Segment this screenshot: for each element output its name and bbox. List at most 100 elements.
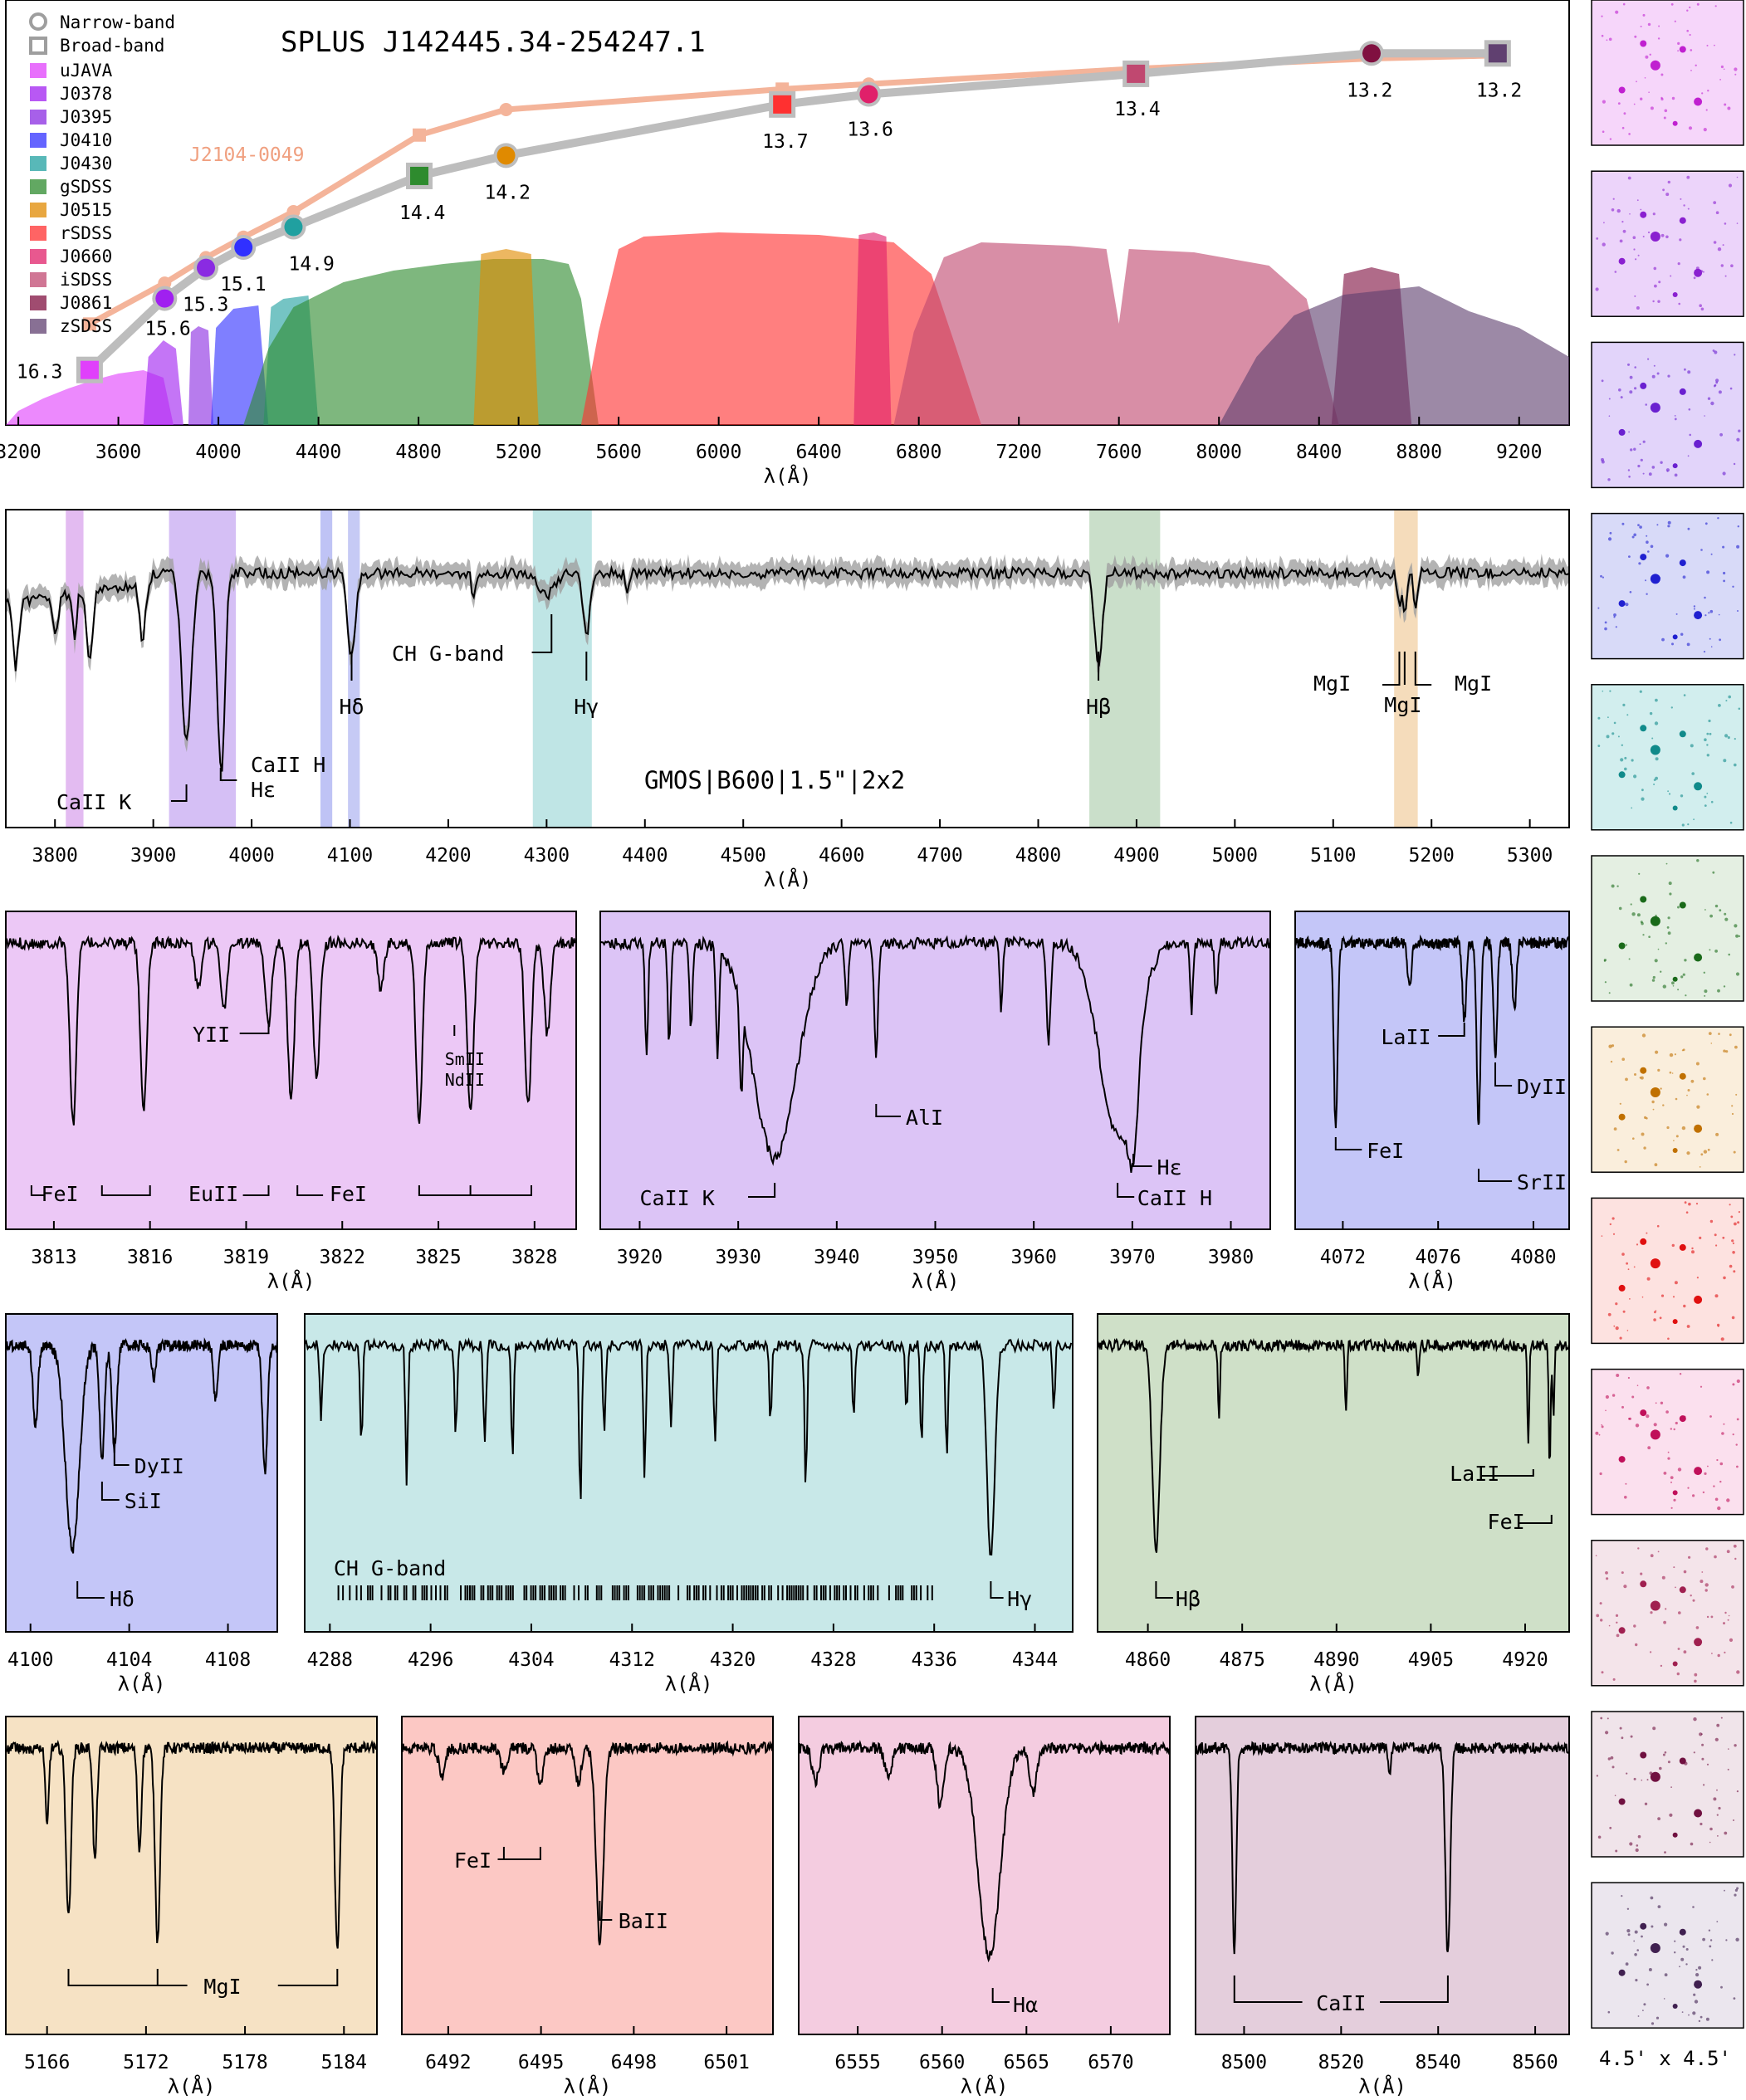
star xyxy=(1635,258,1637,261)
star xyxy=(1724,917,1729,921)
star xyxy=(1673,1140,1675,1141)
star xyxy=(1717,1653,1720,1658)
line-label: Hγ xyxy=(1007,1587,1032,1611)
star xyxy=(1703,128,1707,132)
star xyxy=(1675,1097,1678,1101)
photometry-points: 16.3 15.6 15.315.1 14.9 14.4 14.2 13.7 13.6 13.4… xyxy=(17,40,1522,383)
star xyxy=(1643,2003,1646,2006)
star xyxy=(1710,553,1713,555)
star xyxy=(1663,116,1666,120)
line-identifications: CaII K CaII HHε Hδ CH G-band Hγ Hβ MgI MgI MgI xyxy=(56,614,1492,814)
star xyxy=(1619,1102,1621,1105)
reference-point xyxy=(499,102,513,116)
legend-swatch xyxy=(30,86,46,101)
bright-star xyxy=(1618,1284,1626,1292)
star xyxy=(1698,1966,1702,1970)
star xyxy=(1656,2016,1660,2019)
star xyxy=(1732,585,1734,588)
star xyxy=(1709,914,1714,918)
magnitude-label: 13.7 xyxy=(762,131,808,153)
star xyxy=(1722,545,1725,549)
x-tick-label: 6000 xyxy=(696,442,741,463)
star xyxy=(1728,183,1733,188)
highlight-region xyxy=(169,510,237,828)
star xyxy=(1687,1089,1690,1092)
overview-frame xyxy=(5,509,1570,828)
star xyxy=(1704,415,1705,417)
x-tick-label: 3900 xyxy=(130,845,176,867)
star xyxy=(1652,212,1656,216)
bright-star xyxy=(1618,600,1626,608)
bright-star xyxy=(1650,916,1660,926)
star xyxy=(1601,1424,1602,1426)
thumbnail-j0410 xyxy=(1591,512,1744,660)
star xyxy=(1596,1614,1600,1618)
star xyxy=(1626,1929,1631,1933)
star xyxy=(1659,1766,1662,1770)
bright-star xyxy=(1650,745,1660,755)
star xyxy=(1661,637,1665,642)
star xyxy=(1674,1053,1676,1056)
photometry-point-j0430 xyxy=(284,217,303,237)
star xyxy=(1690,1595,1692,1597)
x-tick-label: 6492 xyxy=(425,2052,471,2073)
bright-star xyxy=(1679,1415,1686,1423)
star xyxy=(1702,1491,1705,1494)
x-tick-label: 3930 xyxy=(715,1247,761,1268)
star xyxy=(1706,1763,1709,1765)
star xyxy=(1682,973,1685,976)
star xyxy=(1626,1907,1630,1910)
star xyxy=(1664,1751,1667,1754)
star xyxy=(1616,1374,1620,1377)
star xyxy=(1693,1717,1697,1722)
star xyxy=(1633,774,1637,779)
star xyxy=(1700,1580,1704,1584)
star xyxy=(1637,1547,1640,1550)
star xyxy=(1626,1330,1629,1331)
star xyxy=(1654,1311,1656,1314)
star xyxy=(1690,1079,1695,1083)
line-label: MgI xyxy=(1455,672,1492,696)
star xyxy=(1647,231,1651,234)
x-axis-label: λ(Å) xyxy=(168,2074,216,2098)
bright-star xyxy=(1694,1638,1703,1647)
star xyxy=(1728,1614,1730,1617)
star xyxy=(1683,1650,1687,1654)
thumbnail-frame xyxy=(1591,1368,1744,1516)
star xyxy=(1654,959,1658,963)
star xyxy=(1659,1316,1662,1320)
panel-frame xyxy=(304,1313,1074,1633)
label-connector xyxy=(30,1185,45,1196)
star xyxy=(1736,1790,1739,1793)
star xyxy=(1718,1806,1721,1810)
star xyxy=(1642,236,1645,237)
x-tick-label: 4400 xyxy=(622,845,668,867)
x-tick-label: 3828 xyxy=(511,1247,557,1268)
bright-star xyxy=(1640,554,1647,561)
x-tick-label: 6800 xyxy=(896,442,941,463)
star xyxy=(1719,638,1722,642)
star xyxy=(1608,1044,1612,1048)
star xyxy=(1718,613,1720,616)
bright-star xyxy=(1650,1600,1660,1611)
thumbnail-frame xyxy=(1591,684,1744,831)
star xyxy=(1621,1571,1624,1575)
star xyxy=(1615,1614,1619,1617)
thumbnail-isdss xyxy=(1591,1540,1744,1687)
star xyxy=(1636,306,1640,310)
star xyxy=(1625,1482,1627,1485)
legend-swatch xyxy=(30,203,46,217)
label-connector xyxy=(239,1023,270,1034)
star xyxy=(1729,1264,1733,1268)
x-tick-label: 6501 xyxy=(703,2052,749,2073)
legend-broad-band: Broad-band xyxy=(60,36,164,56)
star xyxy=(1636,1844,1639,1847)
star xyxy=(1689,433,1691,437)
star xyxy=(1724,912,1727,916)
star xyxy=(1640,208,1642,211)
star xyxy=(1718,1033,1720,1035)
star xyxy=(1629,213,1631,215)
star xyxy=(1701,1757,1704,1761)
star xyxy=(1629,983,1633,987)
